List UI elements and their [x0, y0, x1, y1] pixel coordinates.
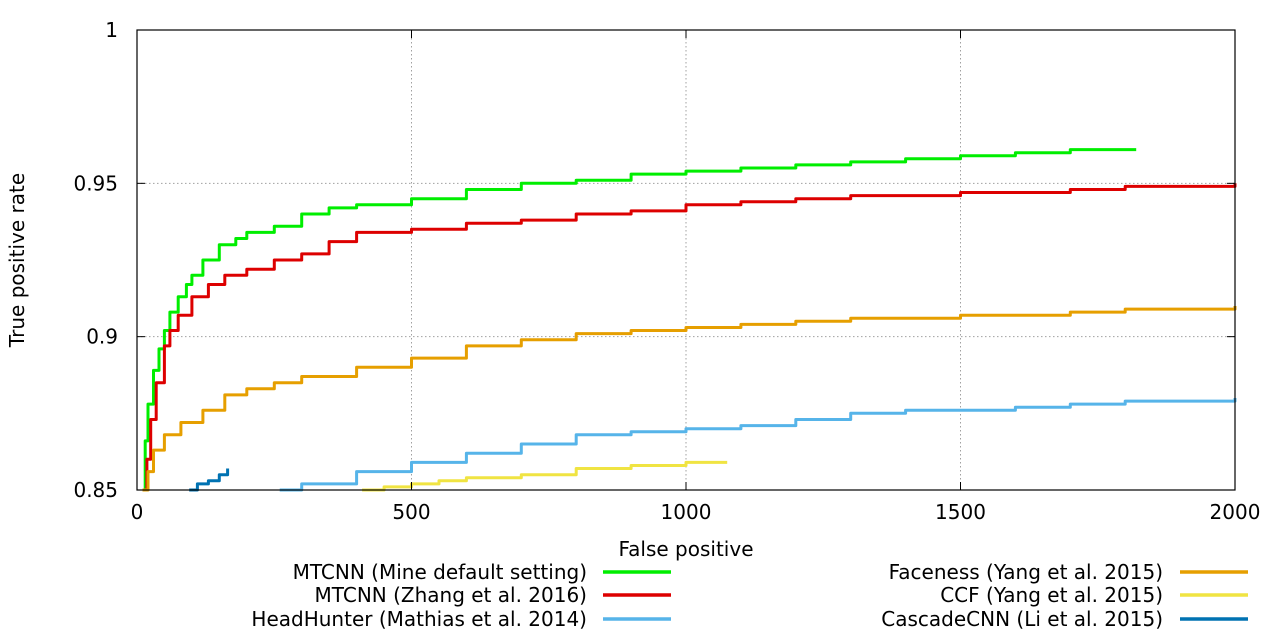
series-line — [189, 468, 230, 492]
axis-ticks: 0 500 1000 1500 2000 0.85 0.9 0.95 1 — [73, 18, 1260, 524]
y-axis-label: True positive rate — [5, 173, 29, 348]
x-tick-label: 500 — [392, 500, 430, 524]
legend-item: Faceness (Yang et al. 2015) — [889, 560, 1248, 584]
legend-item: MTCNN (Mine default setting) — [293, 560, 671, 584]
legend-item: HeadHunter (Mathias et al. 2014) — [251, 607, 671, 631]
legend: MTCNN (Mine default setting)MTCNN (Zhang… — [251, 560, 1248, 631]
series-line — [142, 183, 1237, 492]
legend-label: MTCNN (Mine default setting) — [293, 560, 587, 584]
grid-lines — [137, 30, 1235, 490]
series-lines — [142, 148, 1237, 492]
y-tick-label: 0.85 — [73, 478, 118, 502]
y-tick-label: 0.95 — [73, 171, 118, 195]
legend-item: CCF (Yang et al. 2015) — [940, 583, 1248, 607]
legend-label: CCF (Yang et al. 2015) — [940, 583, 1163, 607]
x-tick-label: 1000 — [661, 500, 712, 524]
legend-label: HeadHunter (Mathias et al. 2014) — [251, 607, 587, 631]
legend-label: CascadeCNN (Li et al. 2015) — [881, 607, 1163, 631]
x-tick-label: 0 — [131, 500, 144, 524]
legend-item: MTCNN (Zhang et al. 2016) — [315, 583, 671, 607]
legend-item: CascadeCNN (Li et al. 2015) — [881, 607, 1248, 631]
series-line — [142, 148, 1137, 492]
series-line — [362, 460, 728, 492]
legend-label: MTCNN (Zhang et al. 2016) — [315, 583, 587, 607]
y-tick-label: 1 — [105, 18, 118, 42]
series-line — [142, 306, 1237, 492]
x-tick-label: 1500 — [935, 500, 986, 524]
legend-label: Faceness (Yang et al. 2015) — [889, 560, 1163, 584]
x-tick-label: 2000 — [1210, 500, 1261, 524]
series-line — [279, 398, 1237, 492]
y-tick-label: 0.9 — [86, 325, 118, 349]
x-axis-label: False positive — [618, 537, 753, 561]
